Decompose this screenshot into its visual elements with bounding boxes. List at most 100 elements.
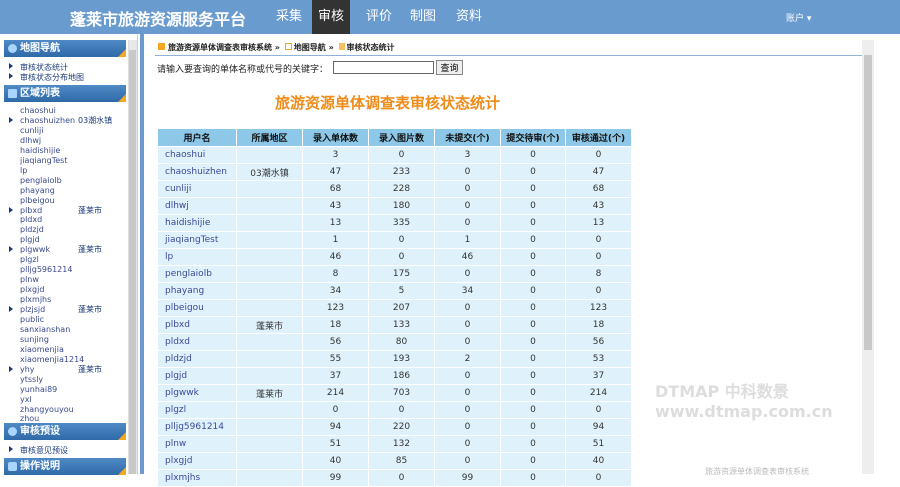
user-list-item[interactable]: plnw xyxy=(10,275,125,285)
table-cell: 8 xyxy=(302,265,369,283)
user-link[interactable]: chaoshuizhen xyxy=(157,163,237,181)
link-review-stats[interactable]: 审核状态统计 xyxy=(9,62,68,73)
table-row: plxgjd 40 85 0 0 40 xyxy=(157,452,632,470)
user-link[interactable]: plgzl xyxy=(157,401,237,419)
search-input[interactable] xyxy=(333,61,434,74)
user-name: plgwwk xyxy=(20,245,51,255)
main-scroll-thumb[interactable] xyxy=(864,55,872,350)
user-list-item[interactable]: zhou xyxy=(10,414,125,424)
user-list-item[interactable]: yunhai89 xyxy=(10,385,125,395)
user-link[interactable]: plljg5961214 xyxy=(157,418,237,436)
table-row: pldzjd 55 193 2 0 53 xyxy=(157,350,632,368)
user-list-item[interactable]: haidishijie xyxy=(10,146,125,156)
table-row: haidishijie 13 335 0 0 13 xyxy=(157,214,632,232)
user-name: plxmjhs xyxy=(20,295,52,305)
expand-arrow-icon[interactable] xyxy=(9,306,13,312)
user-link[interactable]: haidishijie xyxy=(157,214,237,232)
user-link[interactable]: dlhwj xyxy=(157,197,237,215)
nav-collect[interactable]: 采集 xyxy=(276,9,303,24)
user-link[interactable]: plbxd xyxy=(157,316,237,334)
user-list-item[interactable]: zhangyouyou xyxy=(10,405,125,415)
search-label: 请输入要查询的单体名称或代号的关键字： xyxy=(157,65,329,75)
user-link[interactable]: plgwwk xyxy=(157,384,237,402)
user-link[interactable]: penglaiolb xyxy=(157,265,237,283)
crumb-system[interactable]: 旅游资源单体调查表审核系统 xyxy=(168,43,272,52)
table-cell: 0 xyxy=(368,248,435,266)
user-link[interactable]: pldxd xyxy=(157,333,237,351)
user-list-item[interactable]: plljg5961214 xyxy=(10,265,125,275)
section-instructions[interactable]: 操作说明 xyxy=(4,458,126,475)
user-link[interactable]: plgjd xyxy=(157,367,237,385)
table-row: chaoshuizhen 03潮水镇 47 233 0 0 47 xyxy=(157,163,632,181)
expand-arrow-icon[interactable] xyxy=(9,206,13,213)
user-link[interactable]: plbeigou xyxy=(157,299,237,317)
user-link[interactable]: chaoshui xyxy=(157,146,237,164)
user-link[interactable]: phayang xyxy=(157,282,237,300)
crumb-sep: » xyxy=(274,43,280,52)
table-cell: 40 xyxy=(565,452,632,470)
user-list-item[interactable]: yhy 蓬莱市 xyxy=(9,364,125,375)
user-link[interactable]: plxgjd xyxy=(157,452,237,470)
expand-arrow-icon[interactable] xyxy=(9,246,13,253)
user-list-item[interactable]: plxgjd xyxy=(10,285,125,295)
table-cell: 0 xyxy=(434,384,501,402)
user-link[interactable]: jiaqiangTest xyxy=(157,231,237,249)
splitter[interactable] xyxy=(140,34,144,474)
link-label: 审核意见预设 xyxy=(20,446,68,455)
user-list-item[interactable]: pldxd xyxy=(10,215,125,225)
table-cell: 0 xyxy=(434,214,501,232)
account-menu[interactable]: 账户 ▾ xyxy=(786,14,812,24)
user-list-item[interactable]: cunliji xyxy=(10,126,125,136)
user-link[interactable]: plxmjhs xyxy=(157,469,237,487)
user-list-item[interactable]: penglaiolb xyxy=(10,176,125,186)
section-title: 区域列表 xyxy=(20,88,60,99)
user-region: 蓬莱市 xyxy=(78,364,102,374)
nav-resources[interactable]: 资料 xyxy=(456,9,483,24)
link-opinion-preset[interactable]: 审核意见预设 xyxy=(9,445,68,456)
user-list-item[interactable]: sunjing xyxy=(10,335,125,345)
sidebar-scroll-thumb[interactable] xyxy=(129,50,136,474)
expand-arrow-icon[interactable] xyxy=(9,365,13,372)
search-button[interactable]: 查询 xyxy=(436,60,463,75)
user-list-item[interactable]: plgjd xyxy=(10,235,125,245)
user-list-item[interactable]: public xyxy=(10,315,125,325)
user-link[interactable]: lp xyxy=(157,248,237,266)
user-list-item[interactable]: yxl xyxy=(10,395,125,405)
user-list-item[interactable]: plbxd 蓬莱市 xyxy=(9,206,125,216)
crumb-map-nav[interactable]: 地图导航 xyxy=(293,43,326,52)
table-cell: 80 xyxy=(368,333,435,351)
nav-review[interactable]: 审核 xyxy=(312,0,351,34)
stats-table: 用户名 所属地区 录入单体数 录入图片数 未提交(个) 提交待审(个) 审核通过(个) ch… xyxy=(157,128,632,487)
user-name: dlhwj xyxy=(20,135,42,145)
user-list-item[interactable]: sanxianshan xyxy=(10,325,125,335)
table-cell: 3 xyxy=(434,146,501,164)
user-list-item[interactable]: dlhwj xyxy=(10,136,125,146)
table-cell: 0 xyxy=(500,282,566,300)
user-list-item[interactable]: plbeigou xyxy=(10,196,125,206)
user-list-item[interactable]: chaoshui xyxy=(10,106,125,116)
user-link[interactable]: pldzjd xyxy=(157,350,237,368)
user-list-item[interactable]: pldzjd xyxy=(10,225,125,235)
user-list-item[interactable]: plxmjhs xyxy=(10,295,125,305)
user-list-item[interactable]: xiaomenjia xyxy=(10,345,125,355)
section-region-list[interactable]: 区域列表 xyxy=(4,85,126,102)
user-list-item[interactable]: xiaomenjia1214 xyxy=(10,355,125,365)
user-list-item[interactable]: ytssly xyxy=(10,375,125,385)
nav-evaluate[interactable]: 评价 xyxy=(366,9,393,24)
table-cell: 68 xyxy=(565,180,632,198)
user-list-item[interactable]: plzjsjd 蓬莱市 xyxy=(9,305,125,315)
user-list-item[interactable]: plgwwk 蓬莱市 xyxy=(9,245,125,255)
section-map-nav[interactable]: 地图导航 xyxy=(4,40,126,57)
user-list-item[interactable]: chaoshuizhen 03潮水镇 xyxy=(9,116,125,126)
nav-mapping[interactable]: 制图 xyxy=(410,9,437,24)
table-cell: 13 xyxy=(302,214,369,232)
expand-arrow-icon[interactable] xyxy=(9,116,13,123)
user-link[interactable]: plnw xyxy=(157,435,237,453)
user-link[interactable]: cunliji xyxy=(157,180,237,198)
user-list-item[interactable]: lp xyxy=(10,166,125,176)
link-review-map[interactable]: 审核状态分布地图 xyxy=(9,72,84,83)
section-review-preset[interactable]: 审核预设 xyxy=(4,423,126,440)
user-list-item[interactable]: plgzl xyxy=(10,255,125,265)
user-list-item[interactable]: phayang xyxy=(10,186,125,196)
user-list-item[interactable]: jiaqiangTest xyxy=(10,156,125,166)
